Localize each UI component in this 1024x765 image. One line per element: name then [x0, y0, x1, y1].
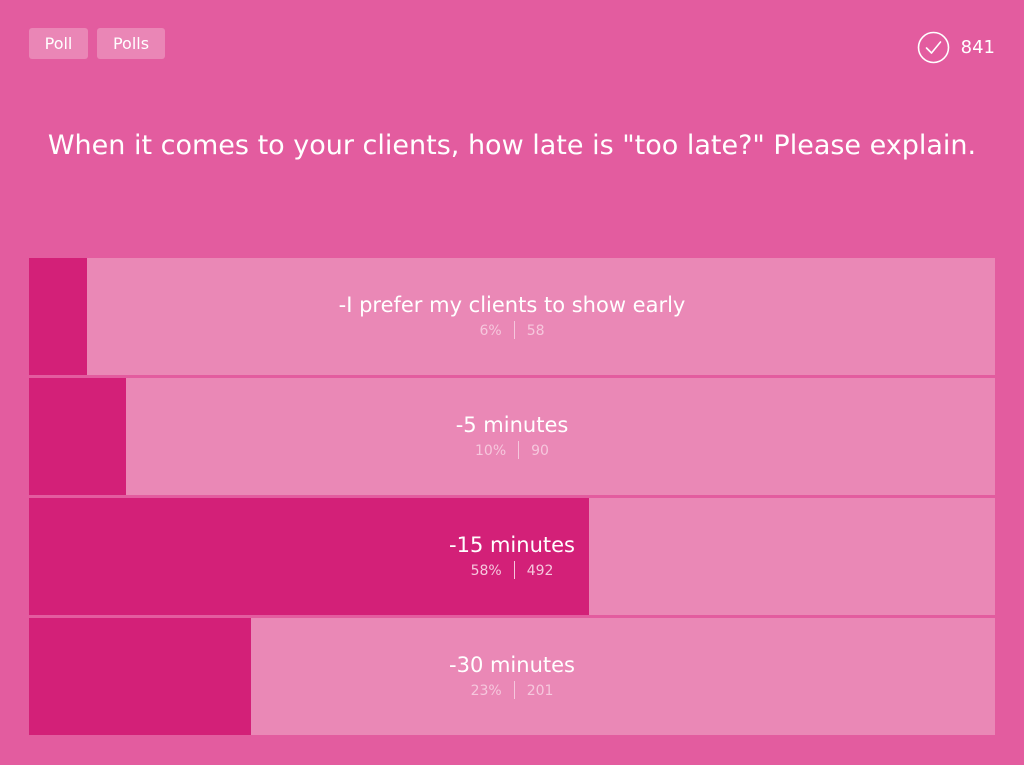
option-stats: 58% 492 — [29, 561, 995, 581]
stats-divider — [518, 441, 520, 459]
option-text: -I prefer my clients to show early 6% 58 — [29, 291, 995, 341]
stats-divider — [513, 321, 515, 339]
option-label: -5 minutes — [455, 413, 569, 437]
poll-option: -I prefer my clients to show early 6% 58 — [29, 258, 995, 375]
option-text: -15 minutes 58% 492 — [29, 531, 995, 581]
tag-poll[interactable]: Poll — [29, 28, 88, 59]
option-count: 90 — [531, 443, 549, 459]
option-bar-fill — [29, 258, 87, 375]
vote-counter: 841 — [917, 31, 995, 64]
poll-question: When it comes to your clients, how late … — [47, 130, 977, 161]
option-stats: 23% 201 — [29, 681, 995, 701]
option-percent: 10% — [475, 443, 507, 459]
poll-options: -I prefer my clients to show early 6% 58 … — [29, 258, 995, 738]
option-text: -30 minutes 23% 201 — [29, 651, 995, 701]
option-bar-fill — [29, 378, 126, 495]
option-percent: 58% — [470, 563, 502, 579]
option-bar-fill — [29, 618, 252, 735]
option-count: 201 — [526, 683, 554, 699]
option-stats: 6% 58 — [29, 321, 995, 341]
poll-option: -30 minutes 23% 201 — [29, 618, 995, 735]
vote-count: 841 — [960, 37, 995, 58]
option-label: -I prefer my clients to show early — [338, 293, 686, 317]
stats-divider — [513, 561, 515, 579]
option-count: 492 — [526, 563, 554, 579]
option-percent: 23% — [470, 683, 502, 699]
option-count: 58 — [526, 323, 545, 339]
option-label: -15 minutes — [449, 533, 575, 557]
option-label: -30 minutes — [449, 653, 575, 677]
option-percent: 6% — [479, 323, 502, 339]
option-stats: 10% 90 — [29, 441, 995, 461]
poll-option: -5 minutes 10% 90 — [29, 378, 995, 495]
poll-option: -15 minutes 58% 492 — [29, 498, 995, 615]
option-bar-fill — [29, 498, 590, 615]
tag-polls[interactable]: Polls — [97, 28, 165, 59]
check-circle-icon — [917, 31, 949, 64]
option-text: -5 minutes 10% 90 — [29, 411, 995, 461]
stats-divider — [513, 681, 515, 699]
